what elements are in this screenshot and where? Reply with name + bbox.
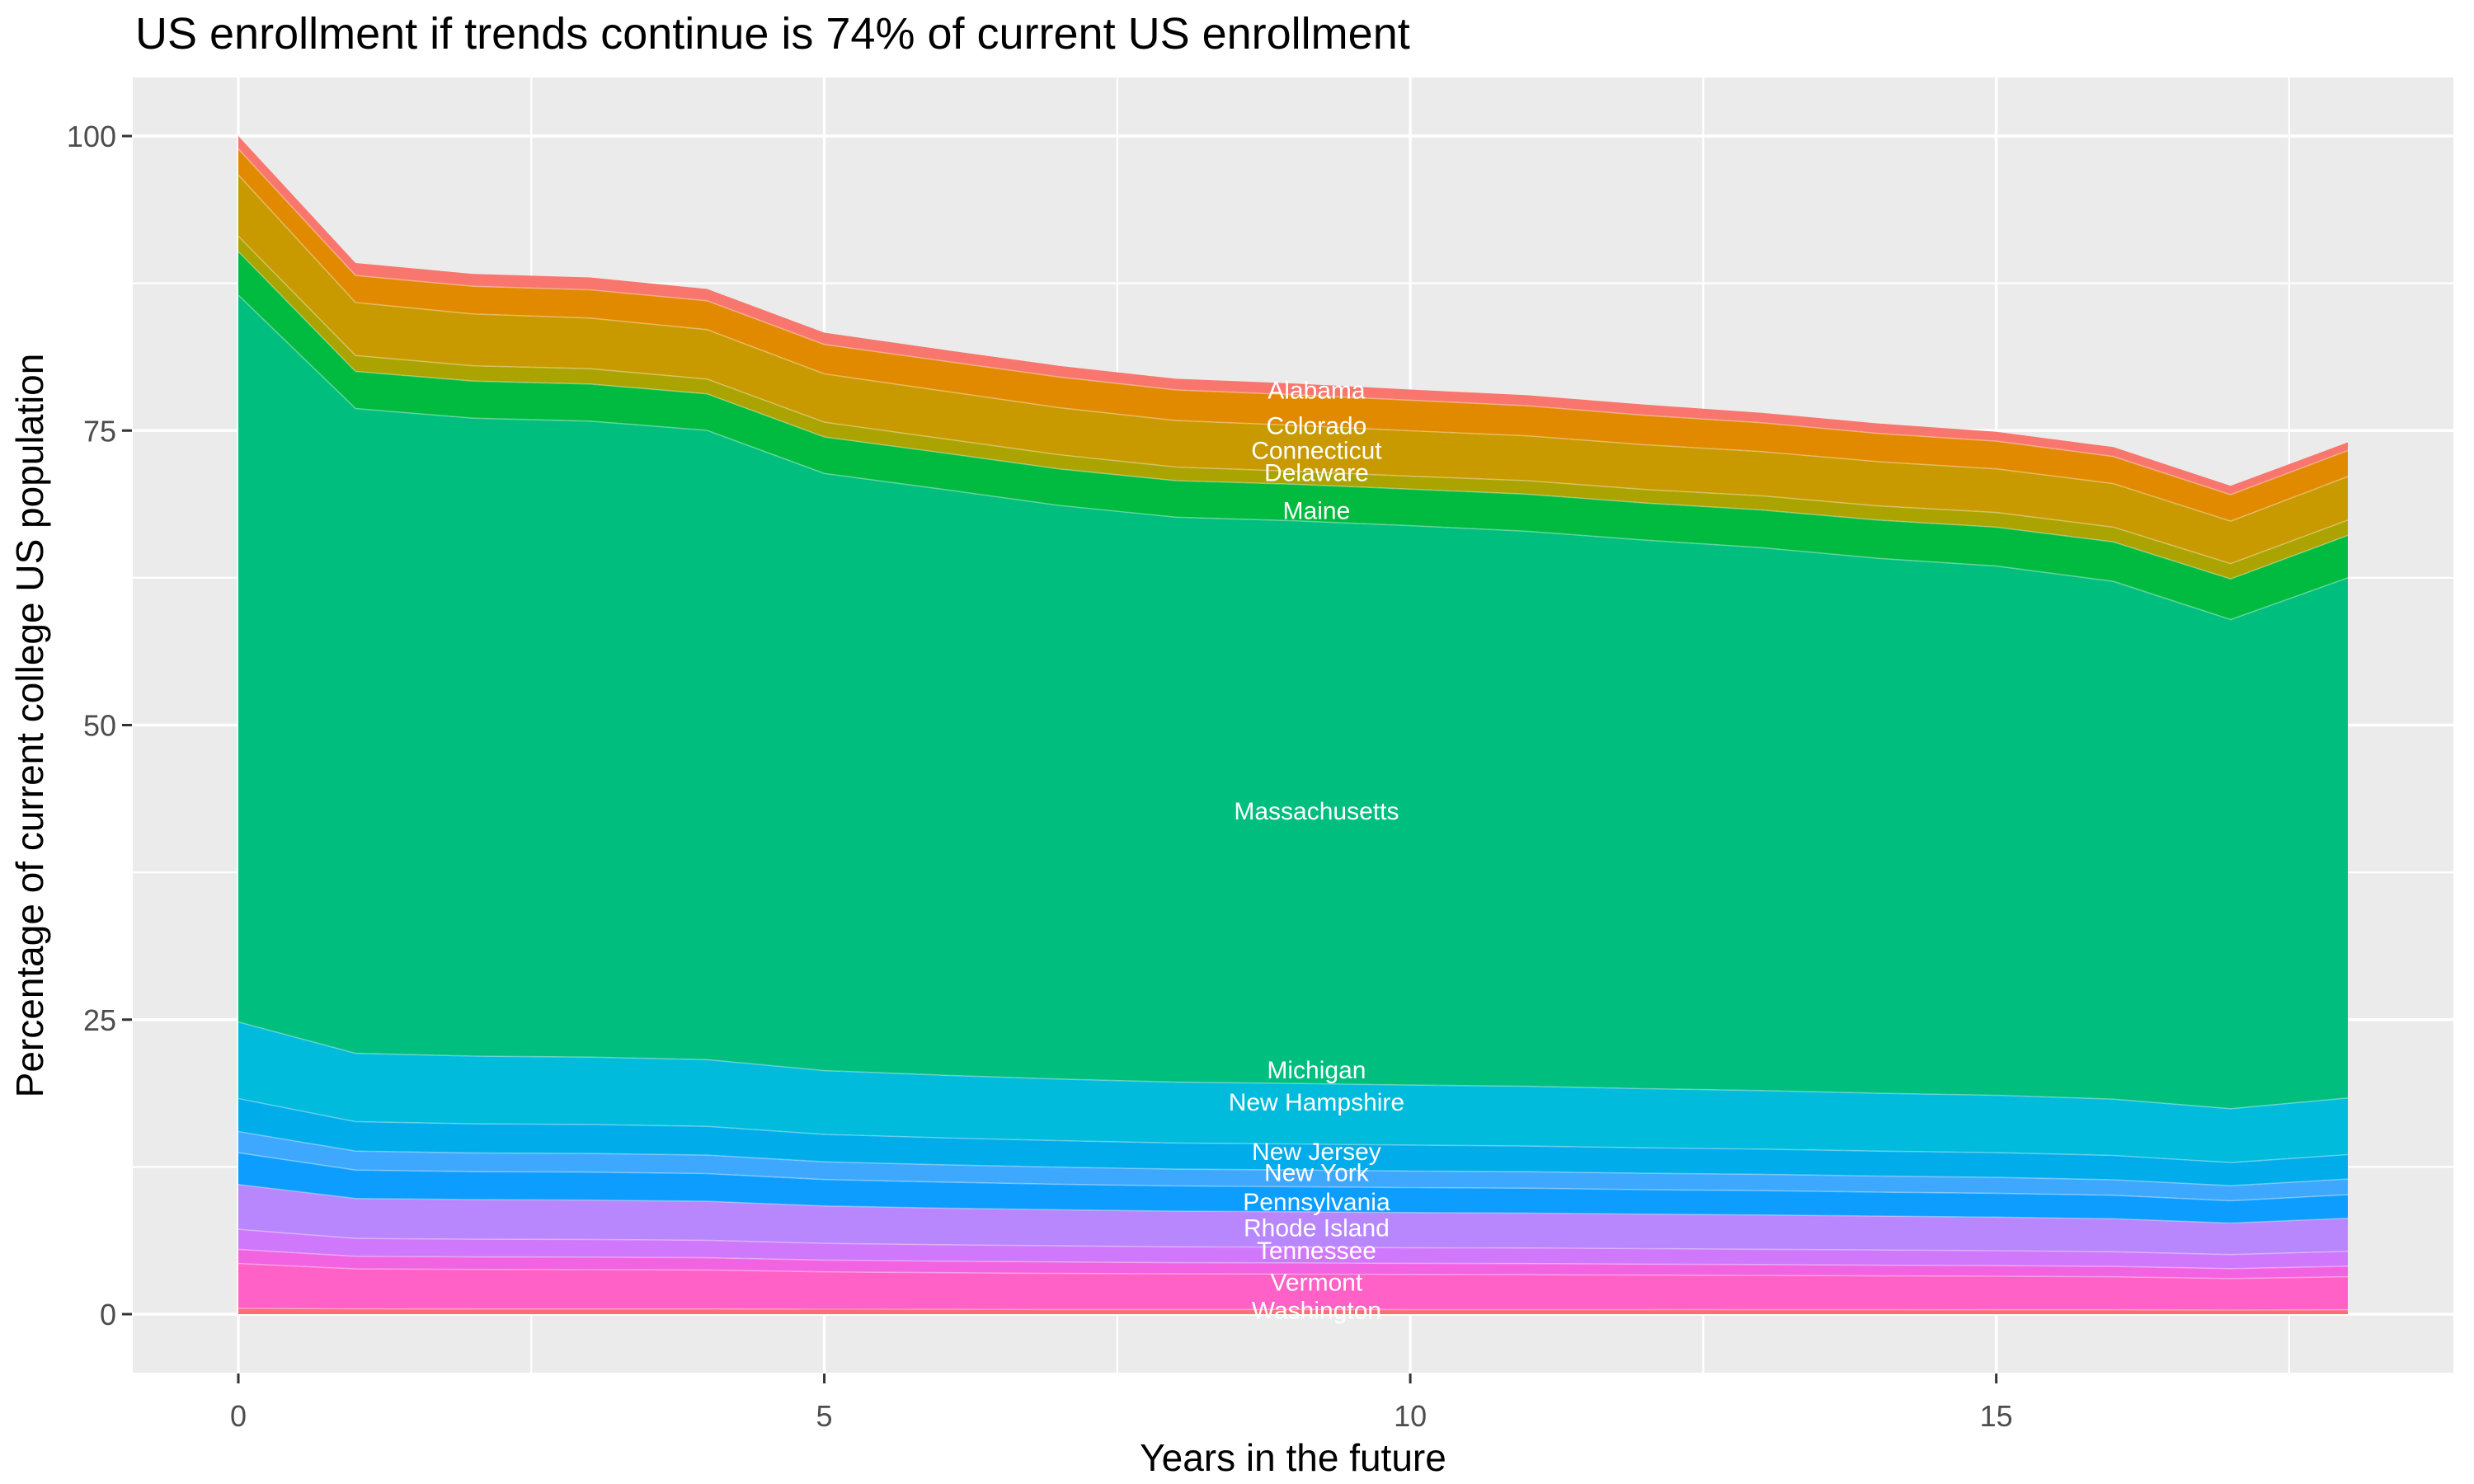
area-alabama — [238, 136, 2348, 495]
y-tick-label: 50 — [83, 709, 116, 743]
area-new-hampshire — [238, 1098, 2348, 1186]
series-label-new-hampshire: New Hampshire — [1229, 1089, 1404, 1116]
boundary-above-vermont — [238, 1262, 2349, 1280]
band-boundaries — [238, 148, 2349, 1311]
y-tick-label: 25 — [83, 1003, 116, 1037]
boundary-above-delaware — [238, 235, 2349, 565]
x-tick-label: 5 — [816, 1399, 833, 1433]
y-tick-label: 0 — [100, 1298, 116, 1331]
y-tick-label: 100 — [67, 120, 116, 153]
area-delaware — [238, 236, 2348, 580]
boundary-above-tennessee — [238, 1248, 2349, 1270]
page-title: US enrollment if trends continue is 74% … — [135, 9, 1410, 59]
boundary-above-rhode-island — [238, 1228, 2349, 1256]
series-label-tennessee: Tennessee — [1257, 1237, 1376, 1265]
series-label-vermont: Vermont — [1271, 1269, 1363, 1296]
y-axis-title: Percentage of current college US populat… — [8, 354, 51, 1098]
x-tick-label: 10 — [1394, 1399, 1427, 1433]
boundary-above-new-hampshire — [238, 1097, 2349, 1163]
area-new-york — [238, 1153, 2348, 1223]
area-washington — [238, 1308, 2348, 1314]
series-label-michigan: Michigan — [1267, 1057, 1366, 1084]
series-label-massachusetts: Massachusetts — [1234, 798, 1399, 825]
area-michigan — [238, 1021, 2348, 1163]
series-label-new-york: New York — [1264, 1160, 1370, 1187]
boundary-above-maine — [238, 251, 2349, 580]
area-connecticut — [238, 175, 2348, 564]
boundary-above-massachusetts — [238, 294, 2349, 621]
series-label-new-jersey: New Jersey — [1252, 1139, 1381, 1166]
boundary-above-pennsylvania — [238, 1184, 2349, 1224]
series-label-pennsylvania: Pennsylvania — [1243, 1189, 1390, 1216]
area-maine — [238, 251, 2348, 620]
series-label-rhode-island: Rhode Island — [1244, 1215, 1390, 1242]
area-vermont — [238, 1263, 2348, 1310]
area-pennsylvania — [238, 1184, 2348, 1255]
axis-layer: 0 5 10 15 0 25 50 75 100 — [67, 120, 2013, 1433]
y-tick-label: 75 — [83, 414, 116, 448]
boundary-above-colorado — [238, 148, 2349, 495]
x-tick-label: 0 — [230, 1399, 247, 1433]
boundary-above-connecticut — [238, 174, 2349, 522]
area-new-jersey — [238, 1131, 2348, 1201]
areas-layer — [238, 136, 2348, 1314]
boundary-above-new-york — [238, 1152, 2349, 1202]
series-label-maine: Maine — [1283, 497, 1351, 524]
series-label-alabama: Alabama — [1268, 378, 1366, 405]
boundary-above-new-jersey — [238, 1130, 2349, 1187]
boundary-above-washington — [238, 1308, 2349, 1311]
area-massachusetts — [238, 294, 2348, 1109]
boundary-above-michigan — [238, 1021, 2349, 1110]
area-colorado — [238, 148, 2348, 522]
series-label-washington: Washington — [1252, 1298, 1381, 1325]
x-tick-label: 15 — [1980, 1399, 2013, 1433]
area-rhode-island — [238, 1229, 2348, 1269]
series-label-delaware: Delaware — [1264, 460, 1369, 487]
area-tennessee — [238, 1249, 2348, 1279]
series-label-colorado: Colorado — [1267, 413, 1367, 440]
x-axis-title: Years in the future — [1140, 1436, 1446, 1479]
series-label-connecticut: Connecticut — [1251, 438, 1382, 465]
